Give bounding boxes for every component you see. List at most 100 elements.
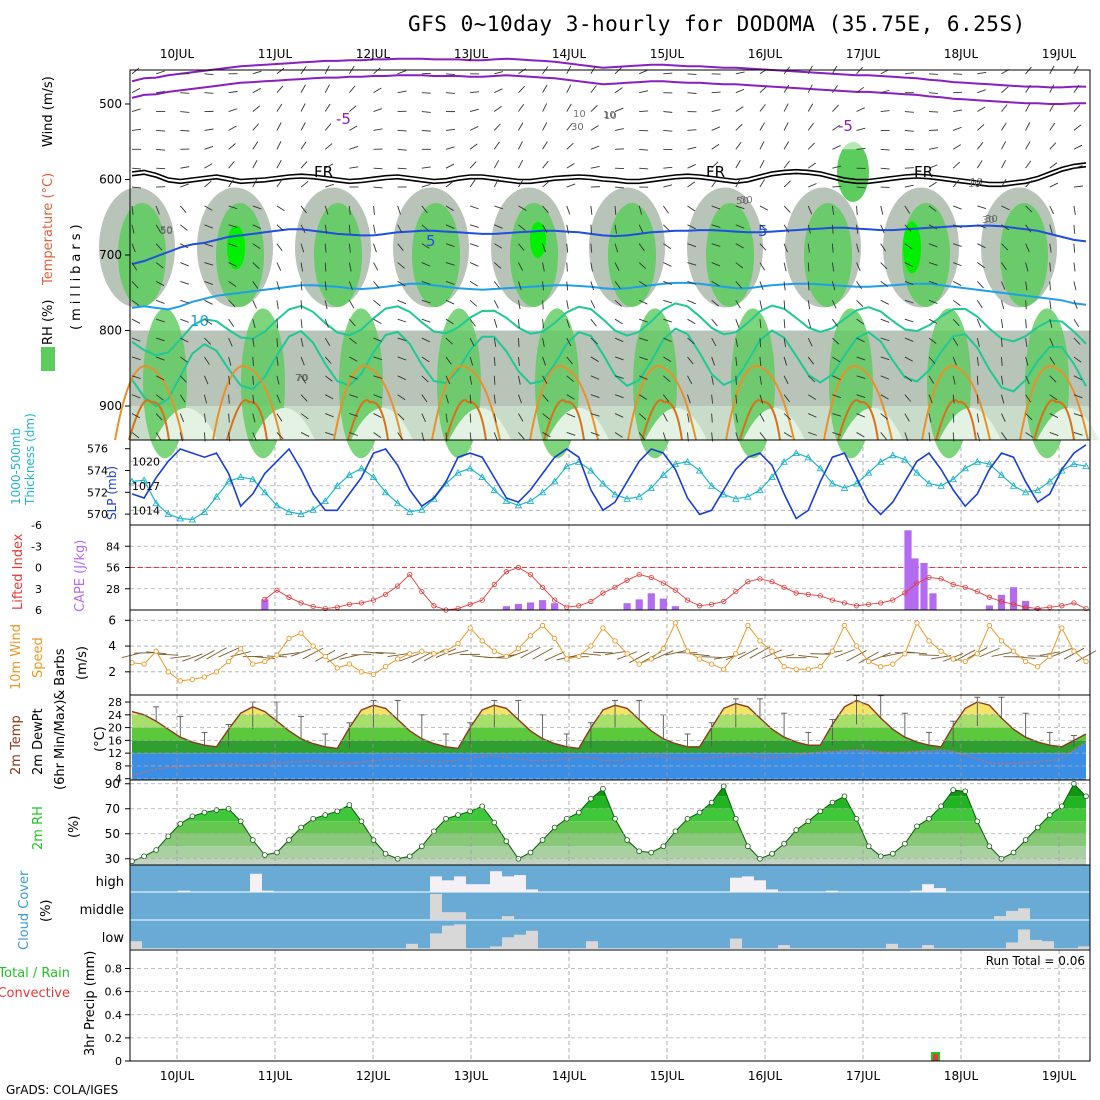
- barb-2-685: [155, 243, 163, 251]
- barb-26-735: [445, 281, 455, 285]
- barb-16-710: [324, 262, 327, 272]
- barb-76-510: [1049, 103, 1055, 112]
- barb-30-785: [493, 319, 498, 328]
- barb-10-660: [252, 224, 262, 229]
- barb-36-910: [566, 413, 576, 418]
- p2-label-1: 1000-500mb: [9, 428, 23, 505]
- barb-42-660: [638, 224, 644, 234]
- p3-lval-4: 6: [35, 604, 42, 617]
- cloud-high-25: [430, 876, 442, 892]
- barb-26-710: [445, 262, 455, 266]
- barb-76-810: [1049, 337, 1054, 347]
- barb-50-510: [735, 106, 744, 112]
- wind10-barb-21: [375, 652, 396, 654]
- barb-0-660: [131, 224, 135, 234]
- contour-text-7: 10: [190, 312, 209, 330]
- li-point-13: [419, 588, 425, 595]
- barb-28-560: [469, 143, 478, 150]
- thickness-point-62: [876, 457, 885, 465]
- barb-28-660: [469, 224, 479, 228]
- barb-0-735: [131, 281, 139, 289]
- wind10-barb-56: [798, 654, 819, 658]
- temp-band-3: [132, 702, 1086, 715]
- li-point-22: [527, 571, 534, 578]
- li-point-14: [431, 603, 437, 609]
- barb-16-860: [324, 375, 333, 382]
- barb-26-485: [445, 92, 455, 94]
- wind10-barb-66: [918, 654, 940, 656]
- temp-arch-outer-4: [529, 365, 599, 441]
- barb-34-860: [542, 375, 548, 384]
- barb-64-610: [904, 184, 914, 188]
- barb-12-835: [276, 356, 279, 366]
- barb-66-835: [928, 356, 936, 364]
- thickness-point-45: [671, 460, 680, 467]
- thickness-point-46: [683, 457, 692, 465]
- barb-46-535: [687, 129, 697, 131]
- cape-peak-0: [904, 530, 912, 610]
- rh2m-point-55: [793, 827, 799, 833]
- wind10-point-58: [829, 648, 836, 654]
- p2-lval-3: 576: [87, 443, 108, 456]
- thickness-point-2: [152, 499, 160, 507]
- rh2m-point-70: [974, 818, 981, 825]
- barb-28-685: [469, 243, 479, 247]
- barb-18-660: [348, 224, 351, 234]
- barb-66-785: [928, 318, 938, 324]
- barb-38-685: [590, 243, 593, 253]
- barb-42-585: [639, 167, 649, 170]
- barb-10-560: [252, 141, 259, 150]
- barb-38-760: [590, 300, 596, 309]
- barb-24-585: [421, 166, 431, 169]
- barb-40-760: [614, 299, 623, 307]
- barb-76-535: [1049, 122, 1056, 131]
- cloud-low-54: [778, 945, 790, 949]
- wind10-point-47: [696, 656, 703, 662]
- barb-54-735: [783, 281, 786, 291]
- barb-50-460: [735, 71, 745, 75]
- barb-22-735: [397, 281, 406, 287]
- cloud-high-27: [454, 876, 466, 892]
- p2-lval-0: 570: [87, 508, 108, 521]
- barb-60-535: [856, 127, 866, 131]
- barb-56-935: [808, 432, 817, 436]
- cloud-low-23: [406, 943, 418, 949]
- p2-label-2: Thickness (dm): [23, 413, 37, 506]
- wind10-point-75: [1035, 664, 1041, 670]
- rh2m-point-27: [455, 812, 461, 818]
- barb-32-635: [518, 205, 527, 211]
- wind10-point-3: [165, 669, 171, 675]
- barb-14-885: [300, 394, 308, 402]
- barb-34-610: [542, 180, 550, 188]
- barb-0-460: [131, 67, 140, 75]
- barb-4-635: [179, 205, 187, 214]
- cloud-high-26: [442, 880, 454, 892]
- rh2m-point-3: [165, 833, 172, 840]
- barb-56-735: [807, 281, 810, 291]
- barb-52-835: [759, 356, 762, 366]
- cloud-high-33: [526, 889, 538, 892]
- barb-60-460: [856, 66, 864, 75]
- barb-34-510: [542, 103, 548, 112]
- contour-text-0: -5: [336, 110, 351, 128]
- temp-arch-inner-8: [935, 399, 977, 441]
- barb-34-560: [542, 141, 548, 150]
- wind10-barb-72: [991, 651, 1012, 657]
- p2-label-slp: SLP (mb): [105, 466, 119, 520]
- barb-38-485: [590, 85, 597, 93]
- cloud-low-75: [1030, 939, 1042, 949]
- barb-32-485: [518, 85, 526, 93]
- barb-32-660: [518, 224, 526, 231]
- thickness-point-40: [611, 490, 619, 498]
- li-point-53: [902, 590, 908, 596]
- thickness-point-6: [200, 507, 209, 515]
- li-point-26: [576, 603, 582, 609]
- barb-16-510: [324, 103, 331, 112]
- rh-band-4: [132, 808, 1086, 822]
- barb-68-810: [952, 337, 959, 346]
- barb-70-735: [976, 281, 984, 289]
- barb-78-860: [1073, 375, 1083, 381]
- wind10-point-33: [527, 633, 534, 639]
- dewpoint-line: [131, 741, 1087, 777]
- barb-12-885: [276, 394, 281, 404]
